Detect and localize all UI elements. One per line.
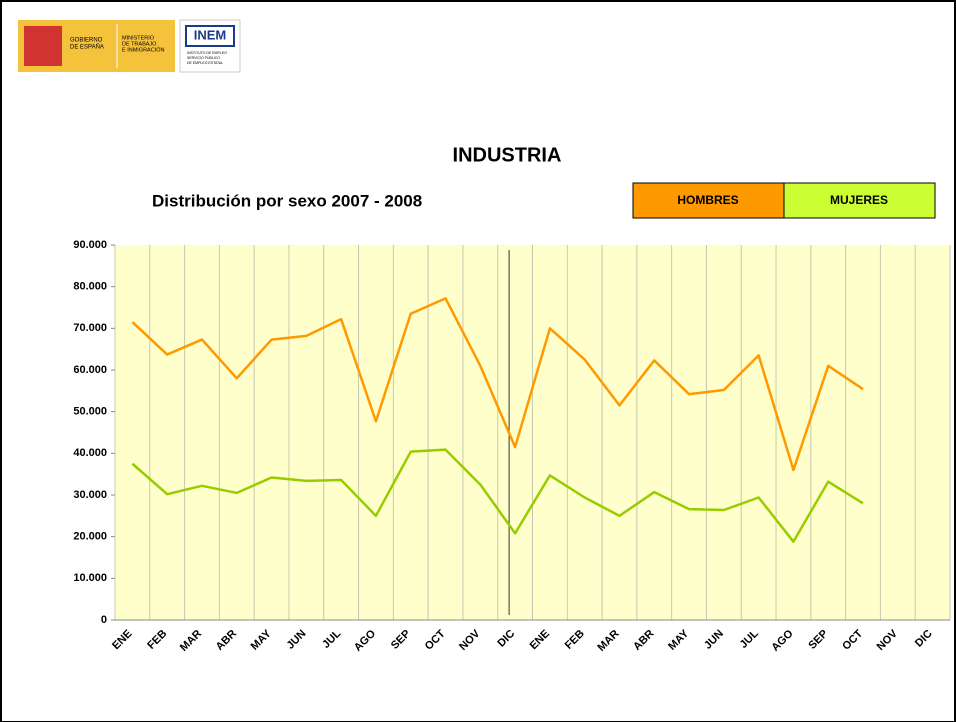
y-tick-label: 80.000	[73, 281, 107, 293]
coat-of-arms	[24, 26, 62, 66]
y-tick-label: 10.000	[73, 572, 107, 584]
legend-swatch	[632, 182, 785, 219]
y-tick-label: 20.000	[73, 531, 107, 543]
legend-swatch	[783, 182, 936, 219]
legend-label: HOMBRES	[677, 193, 738, 207]
y-tick-label: 60.000	[73, 364, 107, 376]
chart-title: INDUSTRIA	[453, 144, 562, 166]
y-tick-label: 30.000	[73, 489, 107, 501]
inem-badge	[185, 25, 235, 47]
inem-text: INEM	[194, 27, 227, 42]
y-tick-label: 70.000	[73, 322, 107, 334]
logo-text: SERVICIO PÚBLICO	[187, 56, 220, 60]
chart-subtitle: Distribución por sexo 2007 - 2008	[152, 191, 422, 210]
logo-text: GOBIERNO	[70, 38, 103, 44]
logo-text: DE EMPLEO ESTATAL	[187, 61, 223, 65]
logo-text: DE TRABAJO	[122, 41, 157, 47]
logo-text: INSTITUTO DE EMPLEO	[187, 51, 227, 55]
legend-label: MUJERES	[830, 193, 888, 207]
logo-text: DE ESPAÑA	[70, 44, 104, 51]
y-tick-label: 0	[101, 614, 107, 626]
logo-text: MINISTERIO	[122, 35, 155, 41]
series-line	[131, 448, 864, 543]
y-tick-label: 90.000	[73, 239, 107, 251]
series-line	[131, 297, 864, 472]
y-tick-label: 40.000	[73, 447, 107, 459]
logo-text: E INMIGRACIÓN	[122, 46, 165, 53]
logo: GOBIERNO DE ESPAÑA MINISTERIO DE TRABAJO…	[18, 19, 241, 73]
y-tick-label: 50.000	[73, 406, 107, 418]
